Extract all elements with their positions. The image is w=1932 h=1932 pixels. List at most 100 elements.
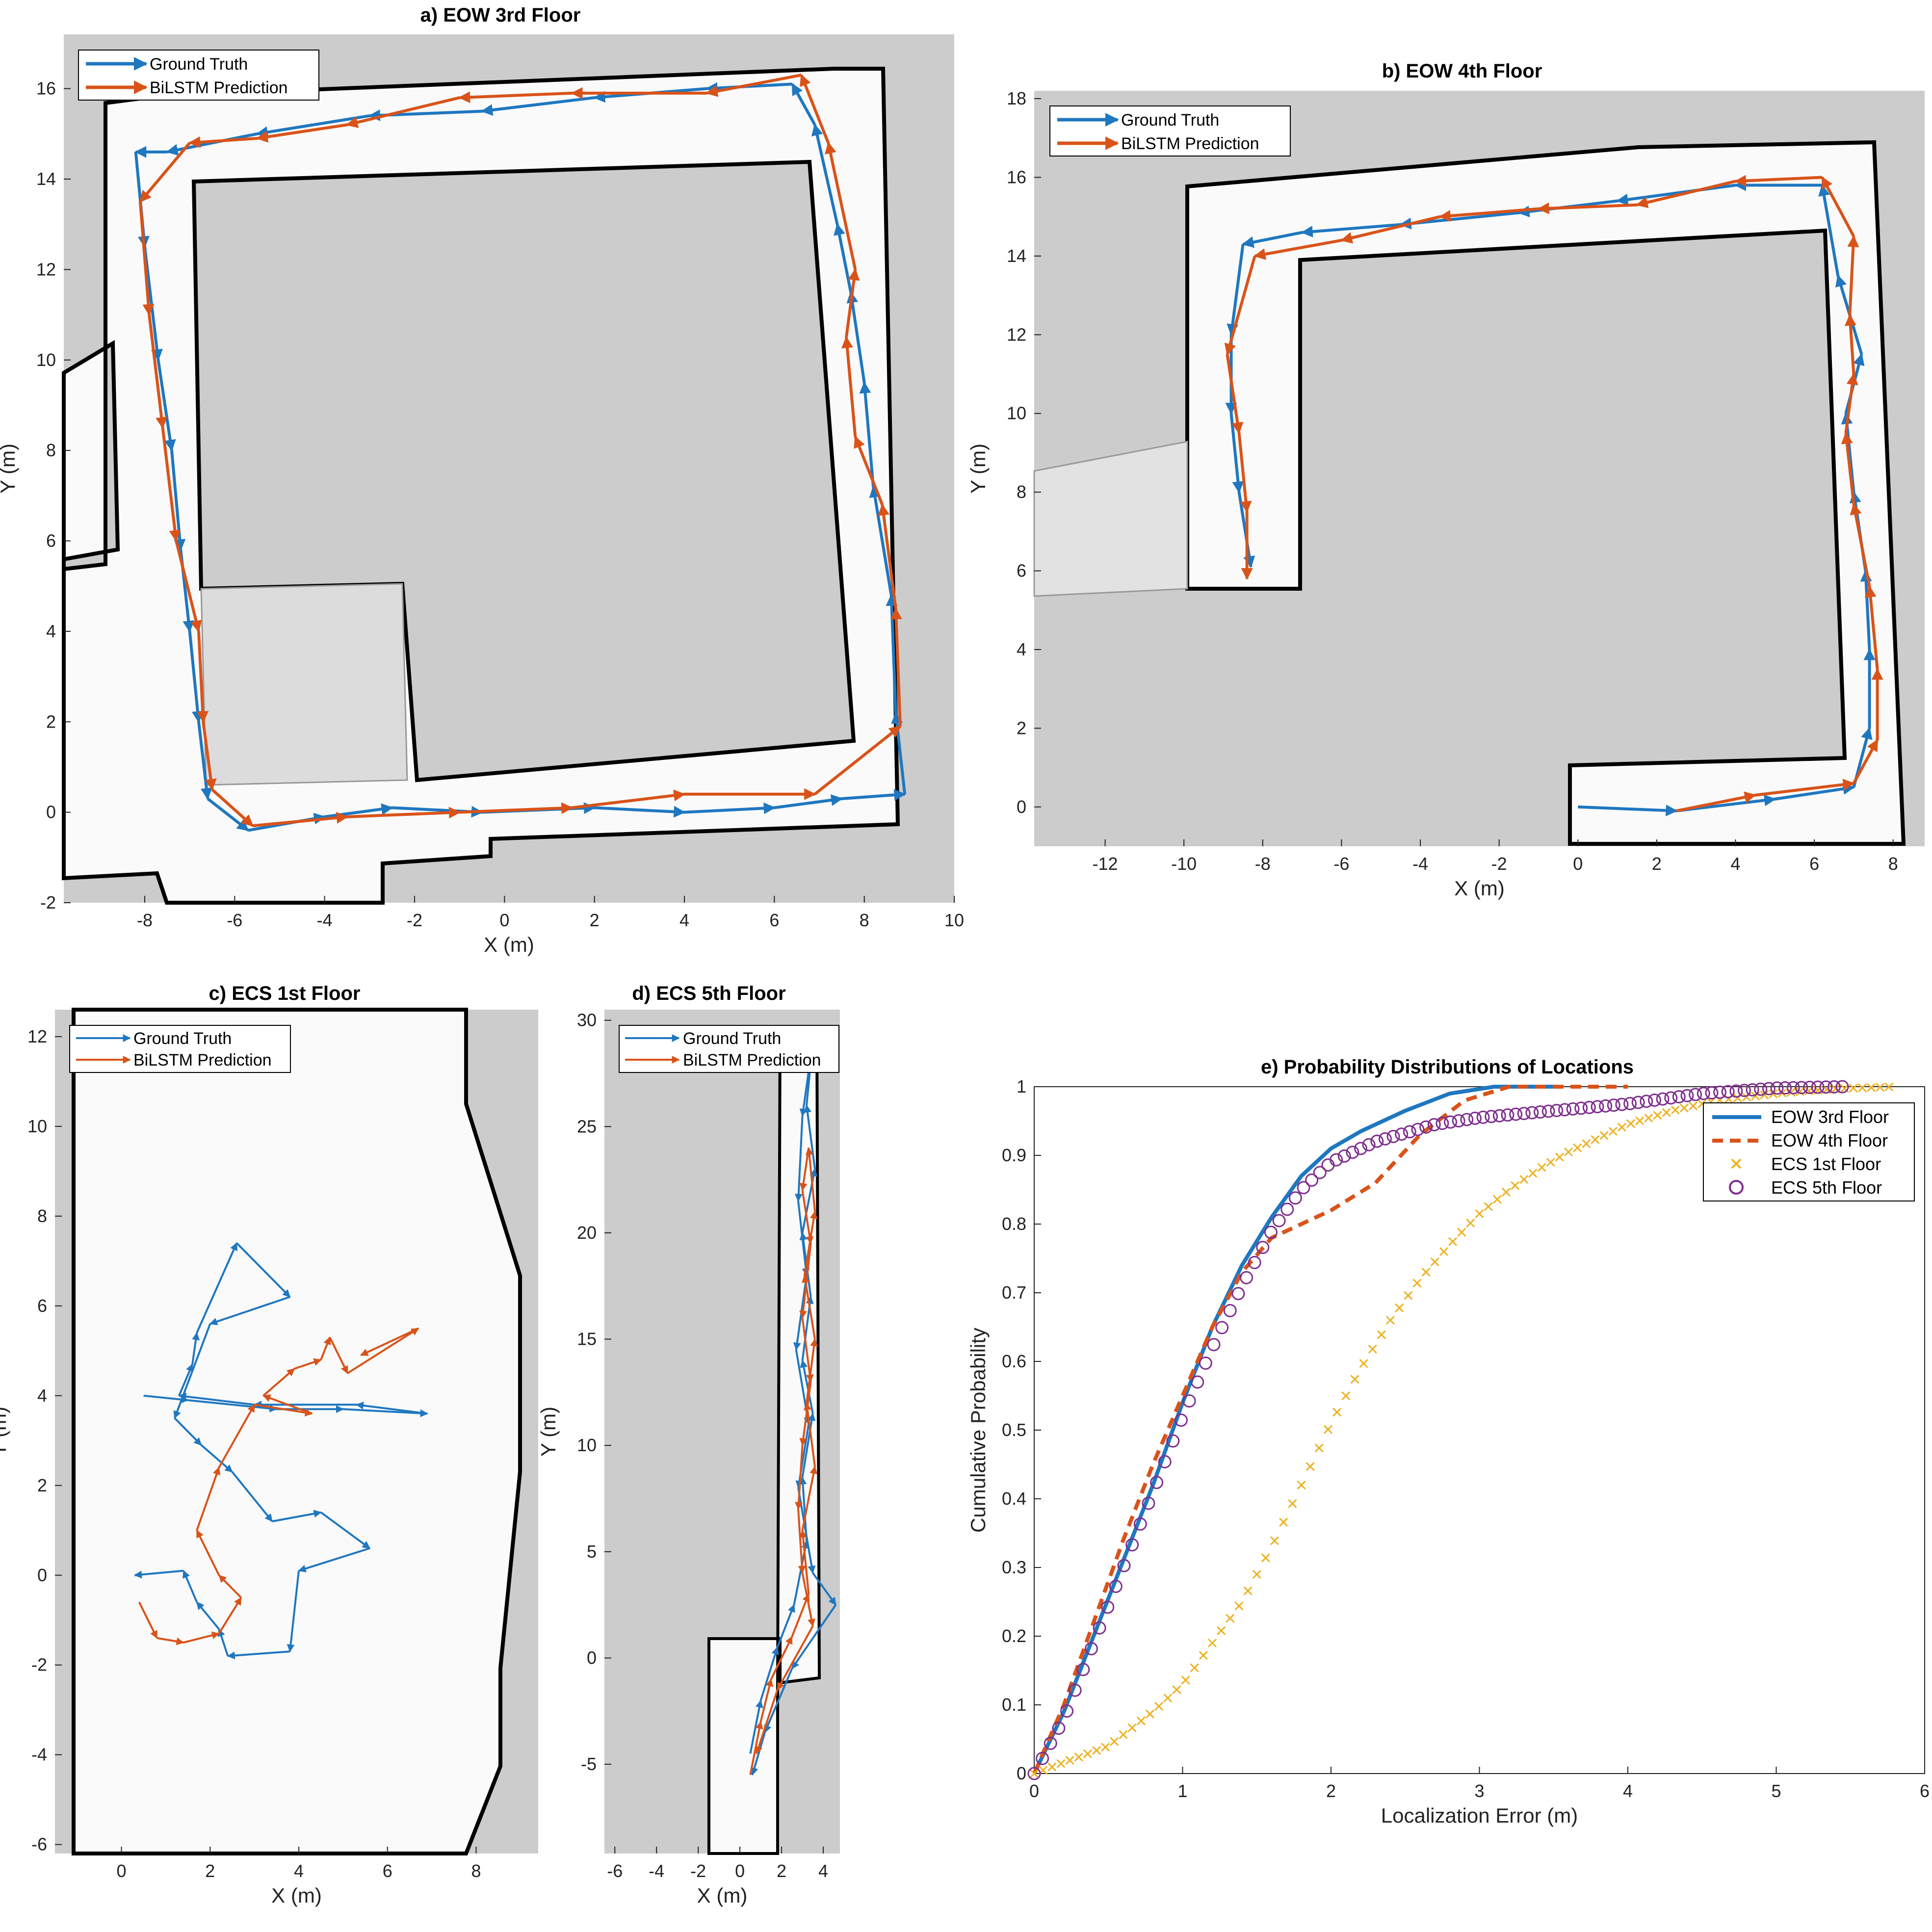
- panel-e-ecs1-marker: [1314, 1443, 1324, 1453]
- panel-c-axes: 0 2 4 6 8 -6 -4 -2 0 2 4 6 8 10 12 X (m) Y (m): [0, 1026, 481, 1907]
- panel-b-prediction-arrow: [1734, 175, 1823, 187]
- panel-a-prediction-arrow: [139, 142, 191, 203]
- panel-b-x-tick-label: 8: [1888, 854, 1898, 874]
- panel-e-ecs1-marker: [1163, 1693, 1173, 1703]
- panel-b-ground-truth-arrow: [1775, 783, 1855, 801]
- panel-b-prediction-arrow: [1755, 779, 1855, 797]
- panel-e-ecs1-marker: [1119, 1730, 1128, 1739]
- panel-c-map: [72, 1008, 522, 1855]
- panel-e-ecs1-marker: [1501, 1187, 1511, 1197]
- panel-e-ecs5-marker: [1582, 1100, 1596, 1114]
- panel-a-ground-truth-arrow: [791, 83, 816, 126]
- panel-e-ecs1-marker: [1884, 1082, 1894, 1092]
- panel-a-prediction-arrow: [854, 436, 884, 505]
- panel-e-ecs5-marker: [1354, 1142, 1367, 1155]
- panel-a-ground-truth-arrow: [594, 806, 686, 818]
- panel-e-ecs1-marker: [1769, 1089, 1778, 1098]
- panel-c-x-tick-label: 4: [294, 1861, 304, 1881]
- panel-e-ecs5-marker: [1076, 1663, 1090, 1676]
- panel-e-ecs5-marker: [1631, 1096, 1645, 1109]
- panel-c-y-tick-label: 0: [37, 1565, 47, 1585]
- panel-e-ecs5-marker: [1640, 1095, 1653, 1108]
- panel-e-ecs1-marker: [1056, 1759, 1066, 1768]
- panel-e-ecs5-marker: [1052, 1722, 1066, 1735]
- panel-e-ecs1-marker: [1439, 1247, 1448, 1256]
- panel-d-prediction-arrow: [801, 1317, 814, 1383]
- panel-c-ground-truth-arrow: [191, 1332, 200, 1365]
- panel-e-ecs1-marker: [1573, 1143, 1582, 1152]
- panel-e-ecs5-marker: [1207, 1338, 1221, 1352]
- panel-b-y-tick-label: 12: [1007, 324, 1026, 344]
- panel-e-ecs5-marker: [1101, 1600, 1115, 1614]
- panel-e-ecs1-marker: [1626, 1119, 1636, 1128]
- panel-d-y-tick-label: 25: [577, 1116, 597, 1136]
- panel-e-ecs1-marker: [1083, 1749, 1092, 1758]
- panel-d-ground-truth-arrow: [812, 1572, 837, 1606]
- panel-e-ecs1-marker: [1564, 1147, 1573, 1157]
- panel-c-ground-truth-arrow: [200, 1444, 233, 1473]
- panel-a-x-axis-label: X (m): [484, 933, 534, 956]
- panel-a-y-tick-label: 0: [46, 802, 56, 822]
- panel-c-prediction-arrow: [218, 1404, 256, 1468]
- panel-d-x-tick-label: 2: [777, 1861, 786, 1881]
- panel-b-axes: -12 -10 -8 -6 -4 -2 0 2 4 6 8 0 2 4 6 8 10 12 14 16 18 X (m) Y…: [966, 88, 1898, 900]
- panel-c-trajectories: [134, 1242, 428, 1660]
- panel-e-ecs5-marker: [1436, 1117, 1449, 1130]
- panel-d-legend-prediction: BiLSTM Prediction: [683, 1051, 821, 1070]
- panel-e-ecs5-marker: [1452, 1114, 1465, 1128]
- panel-d-ground-truth-arrow: [791, 1604, 837, 1670]
- panel-a-ground-truth-arrow: [166, 132, 258, 156]
- panel-e-ecs5-marker: [1721, 1085, 1735, 1098]
- panel-e-ecs5-marker: [1689, 1088, 1702, 1101]
- panel-e-ecs5-marker: [1215, 1321, 1229, 1334]
- panel-e-ecs5-marker: [1476, 1110, 1490, 1124]
- panel-e-ecs1-marker: [1305, 1462, 1315, 1471]
- panel-a-prediction-arrow: [211, 788, 254, 827]
- panel-e-ecs1-marker: [1591, 1135, 1600, 1144]
- panel-a-legend-prediction: BiLSTM Prediction: [150, 78, 288, 97]
- panel-e-ecs5-marker: [1558, 1103, 1571, 1117]
- panel-e-ecs1-marker: [1404, 1291, 1413, 1300]
- panel-a-axes: -8 -6 -4 -2 0 2 4 6 8 10 -2 0 2 4 6 8 10 12 14 16 X (m) Y (m): [0, 78, 964, 956]
- panel-e-axes: 0 1 2 3 4 5 6 0 0.1 0.2 0.3 0.4 0.5 0.6 0.7 0.8 0.9 1 Loca…: [966, 1076, 1930, 1827]
- panel-d-prediction-arrow: [799, 1243, 812, 1319]
- panel-d-prediction-arrow: [770, 1636, 793, 1680]
- panel-e-ecs5-marker: [1362, 1138, 1376, 1151]
- panel-e-ecs1-marker: [1074, 1752, 1083, 1762]
- panel-b-lobby-area: [1033, 441, 1188, 597]
- panel-d-prediction-arrow: [803, 1402, 816, 1467]
- panel-a-ground-truth-arrow: [834, 223, 853, 293]
- panel-e-ecs5-marker: [1444, 1115, 1458, 1129]
- panel-c-ground-truth-arrow: [343, 1408, 428, 1417]
- panel-e-ecs5-marker: [1297, 1181, 1310, 1195]
- panel-a-ground-truth-arrow: [684, 802, 776, 814]
- panel-e-ecs1-marker: [1662, 1108, 1671, 1117]
- panel-c-y-tick-label: 2: [37, 1475, 47, 1495]
- panel-c-ground-truth-arrow: [209, 1296, 290, 1326]
- panel-e-ecs1-marker: [1217, 1626, 1226, 1635]
- panel-b-ground-truth-arrow: [1301, 223, 1401, 237]
- panel-e-x-tick-label: 4: [1623, 1781, 1633, 1801]
- panel-c-prediction-arrow: [218, 1597, 242, 1634]
- panel-a-x-tick-label: -2: [407, 910, 422, 930]
- panel-a-prediction-arrow: [197, 631, 209, 723]
- panel-e-ecs1-marker: [1608, 1126, 1618, 1136]
- panel-b-x-tick-label: -4: [1412, 854, 1428, 874]
- panel-d-ground-truth-arrow: [797, 1201, 810, 1277]
- panel-d-prediction-arrow: [797, 1509, 806, 1574]
- panel-e-ecs1-marker: [1448, 1237, 1458, 1246]
- panel-e-y-tick-label: 0.2: [1002, 1626, 1026, 1646]
- panel-e-ecs5-marker: [1729, 1084, 1743, 1098]
- panel-a-x-tick-label: 6: [769, 910, 779, 930]
- panel-c-y-tick-label: 6: [37, 1296, 47, 1316]
- panel-e: e) Probability Distributions of Location…: [966, 1056, 1930, 1827]
- panel-e-ecs1-marker: [1297, 1480, 1306, 1490]
- panel-d-x-tick-label: -2: [690, 1861, 706, 1881]
- panel-c-prediction-arrow: [294, 1358, 322, 1370]
- panel-e-ecs5-marker: [1166, 1434, 1180, 1448]
- panel-c-legend-ground-truth: Ground Truth: [133, 1029, 232, 1048]
- panel-c-ground-truth-arrow: [227, 1650, 290, 1660]
- panel-e-ecs1-marker: [1065, 1756, 1074, 1765]
- panel-e-ecs1-marker: [1466, 1218, 1475, 1227]
- panel-e-ecs1-marker: [1226, 1614, 1235, 1623]
